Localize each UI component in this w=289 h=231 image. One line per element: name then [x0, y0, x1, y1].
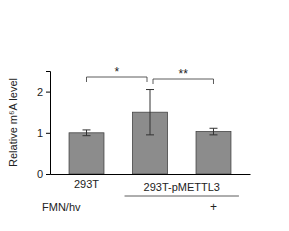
y-tick-label: 2: [37, 86, 43, 98]
error-bar: [83, 130, 91, 136]
y-axis-title: Relative m⁶A level: [7, 78, 19, 167]
error-bar-line: [146, 89, 154, 90]
error-bar-line: [146, 134, 154, 135]
row-value: +: [210, 200, 217, 214]
y-tick: 0: [37, 168, 50, 180]
error-bar-line: [83, 135, 91, 136]
y-tick: 2: [37, 86, 50, 98]
y-tick-mark: [46, 92, 50, 93]
bar: [196, 132, 231, 174]
error-bar: [209, 128, 217, 135]
significance-label: **: [179, 67, 189, 81]
error-bar-line: [86, 130, 87, 136]
y-tick: 1: [37, 127, 50, 139]
group-line: [125, 196, 239, 197]
error-bar-line: [213, 128, 214, 135]
x-axis-line: [51, 174, 251, 175]
error-bar-line: [150, 90, 151, 135]
y-axis-line: [46, 72, 51, 175]
significance-label: *: [114, 65, 119, 79]
bars: [69, 90, 231, 174]
x-tick: 293T: [74, 174, 99, 190]
error-bar: [146, 90, 154, 135]
y-tick-mark: [46, 174, 50, 175]
y-tick-label: 0: [37, 168, 43, 180]
error-bar-line: [209, 128, 217, 129]
row-label: FMN/hv: [42, 201, 81, 213]
y-axis: 0 1 2: [37, 72, 51, 181]
annotations: 293T-pMETTL3 FMN/hv +: [42, 181, 239, 214]
error-bar-line: [209, 134, 217, 135]
error-bar-line: [83, 129, 91, 130]
significance: ***: [87, 65, 214, 84]
x-tick-label: 293T: [74, 178, 99, 190]
bar: [69, 133, 104, 174]
group-label: 293T-pMETTL3: [144, 181, 220, 193]
y-tick-mark: [46, 133, 50, 134]
y-tick-label: 1: [37, 127, 43, 139]
chart: 012293T***293T-pMETTL3FMN/hv+Relative m⁶…: [0, 0, 289, 231]
